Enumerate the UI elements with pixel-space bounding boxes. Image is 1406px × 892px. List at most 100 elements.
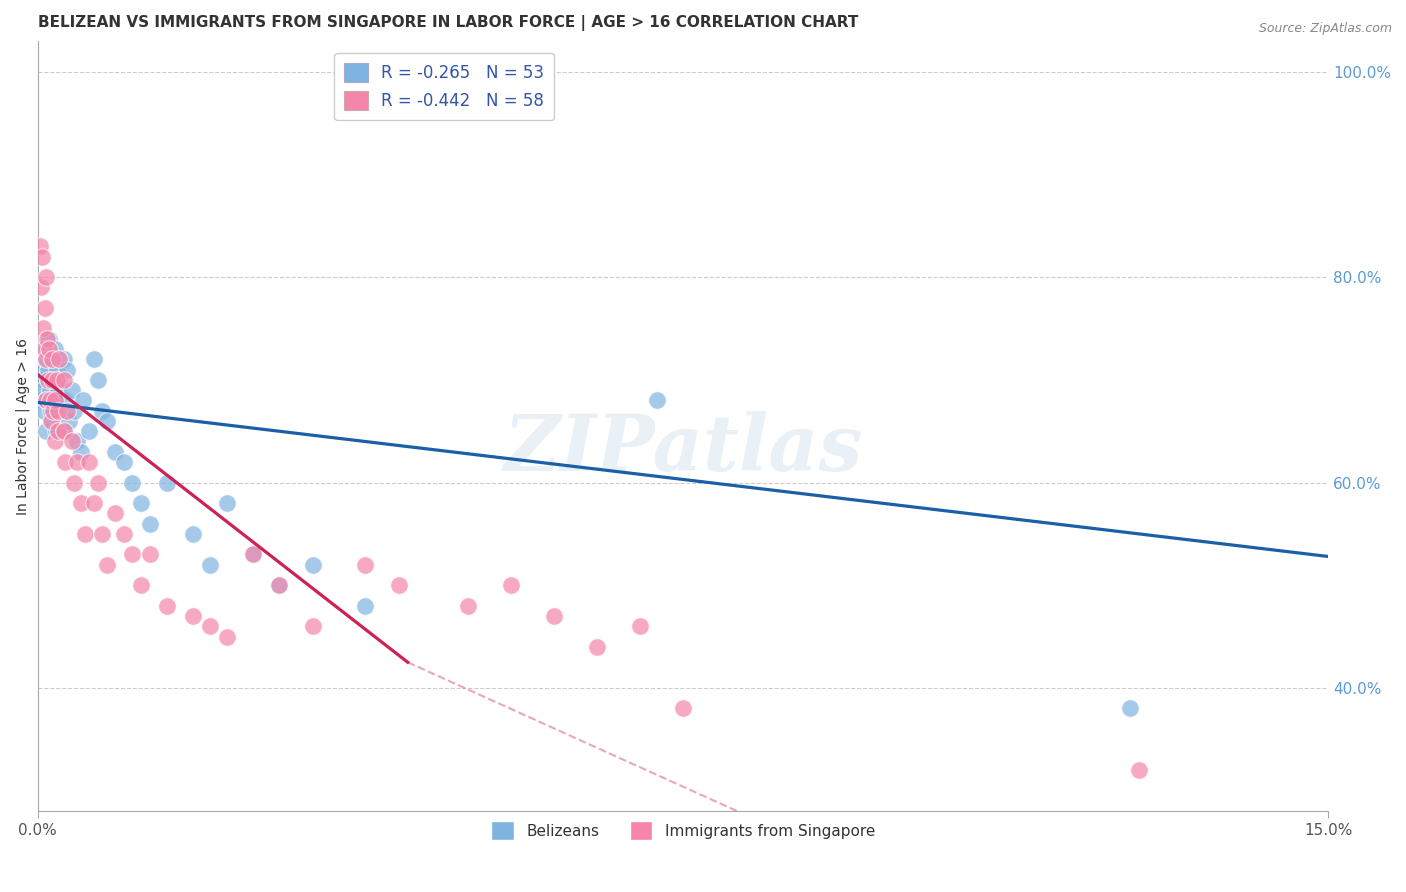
Point [35,393,58,408]
Point [37,373,59,387]
Point [267,578,290,592]
Point [34,270,56,285]
Point [35,352,58,367]
Point [267,578,290,592]
Point [60,434,83,449]
Point [31,250,53,264]
Point [35,393,58,408]
Point [35,424,58,438]
Point [52,424,75,438]
Point [38,342,60,356]
Point [79,424,101,438]
Text: Source: ZipAtlas.com: Source: ZipAtlas.com [1258,22,1392,36]
Legend: Belizeans, Immigrants from Singapore: Belizeans, Immigrants from Singapore [485,815,882,846]
Point [543,609,565,624]
Point [46,383,69,397]
Point [1119,701,1142,715]
Point [48,352,70,367]
Point [41,414,63,428]
Point [121,548,143,562]
Point [32,403,55,417]
Point [30,393,52,408]
Point [53,393,76,408]
Point [457,599,479,613]
Point [586,640,609,654]
Point [37,362,59,376]
Point [69,496,91,510]
Point [52,373,75,387]
Point [302,558,325,572]
Point [129,578,152,592]
Point [39,414,62,428]
Point [38,393,60,408]
Point [41,373,63,387]
Point [96,414,118,428]
Point [42,373,65,387]
Point [45,362,67,376]
Point [242,548,264,562]
Point [96,558,118,572]
Point [63,475,86,490]
Point [44,434,66,449]
Point [32,342,55,356]
Point [75,527,97,541]
Point [44,393,66,408]
Point [198,558,221,572]
Point [217,496,239,510]
Point [87,475,110,490]
Point [45,373,67,387]
Point [217,630,239,644]
Point [104,506,127,520]
Point [129,496,152,510]
Point [121,475,143,490]
Point [53,455,76,469]
Point [198,619,221,633]
Point [32,383,55,397]
Point [181,527,204,541]
Point [138,516,160,531]
Point [499,578,522,592]
Point [302,619,325,633]
Point [645,393,668,408]
Point [58,414,80,428]
Point [41,352,63,367]
Point [83,352,105,367]
Point [112,455,135,469]
Point [353,558,375,572]
Point [63,403,86,417]
Point [32,321,55,335]
Point [388,578,411,592]
Point [30,239,52,253]
Point [87,373,110,387]
Point [91,527,114,541]
Point [34,352,56,367]
Point [65,455,87,469]
Point [60,383,83,397]
Point [52,352,75,367]
Point [52,424,75,438]
Point [112,527,135,541]
Point [353,599,375,613]
Point [83,496,105,510]
Point [48,373,70,387]
Point [41,352,63,367]
Point [56,403,79,417]
Point [30,362,52,376]
Point [30,280,52,294]
Point [56,362,79,376]
Point [91,403,114,417]
Point [38,383,60,397]
Point [79,455,101,469]
Point [104,444,127,458]
Point [34,301,56,315]
Point [39,403,62,417]
Point [628,619,651,633]
Point [48,403,70,417]
Point [156,475,179,490]
Point [156,599,179,613]
Y-axis label: In Labor Force | Age > 16: In Labor Force | Age > 16 [15,337,30,515]
Point [69,444,91,458]
Point [1128,763,1150,777]
Point [242,548,264,562]
Point [138,548,160,562]
